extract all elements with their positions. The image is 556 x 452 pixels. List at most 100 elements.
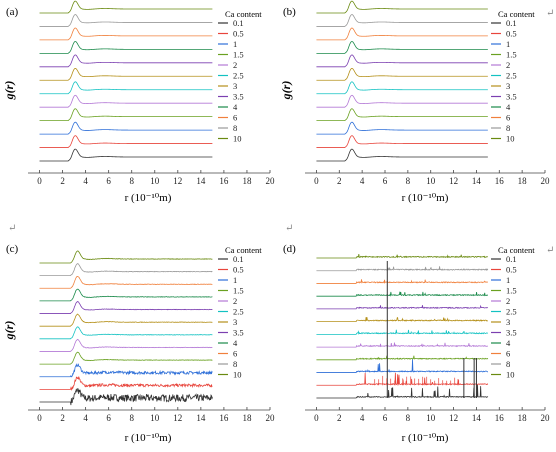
- panel-a-series-6: [39, 27, 213, 41]
- panel-c-series-1.5: [39, 351, 213, 365]
- panel-a-xtick-label-8: 16: [219, 176, 229, 186]
- panel-b-series-4: [316, 41, 488, 54]
- panel-b: (b) g(r) 0 2 4 6 8 10 12 14 16 18 20 Ca content 0.…: [279, 0, 554, 204]
- panel-b-legend-label-2: 2: [506, 60, 510, 70]
- panel-d-series-6: [316, 279, 489, 284]
- panel-a-series-4: [39, 41, 213, 54]
- panel-b-xtick-label-4: 8: [406, 176, 411, 186]
- panel-d-xtick-label-1: 2: [337, 413, 342, 423]
- panel-c-series-2.5: [39, 326, 213, 340]
- panel-c-series-3: [39, 313, 213, 327]
- panel-b-legend-label-3.5: 3.5: [506, 92, 517, 102]
- panel-a-legend-label-2: 2: [233, 60, 237, 70]
- panel-c-legend-label-1.5: 1.5: [233, 286, 244, 296]
- panel-c-legend-label-6: 6: [233, 349, 237, 359]
- panel-a-series-3.5: [39, 54, 213, 68]
- panel-d-series-2: [316, 342, 488, 348]
- panel-d-xtick-label-5: 10: [426, 413, 436, 423]
- panel-a-label: (a): [6, 6, 19, 18]
- panel-d-xtick-label-4: 8: [406, 413, 411, 423]
- panel-b-series-2: [316, 94, 488, 108]
- panel-b-series-2.5: [316, 81, 488, 95]
- panel-c-xtick-label-3: 6: [106, 413, 111, 423]
- panel-b-series-1.5: [316, 108, 488, 122]
- panel-b-series-8: [316, 14, 488, 27]
- panel-b-legend-title: Ca content: [498, 9, 535, 19]
- panel-c-xtick-label-4: 8: [129, 413, 134, 423]
- panel-b-series-10: [316, 0, 488, 14]
- panel-c-series-8: [39, 263, 213, 277]
- return-mark-c: ↵: [8, 223, 16, 234]
- panel-b-xtick-label-8: 16: [495, 176, 505, 186]
- panel-d-xtick-label-2: 4: [360, 413, 365, 423]
- return-mark-b: ↵: [546, 8, 554, 19]
- panel-c-legend-label-0.5: 0.5: [233, 265, 244, 275]
- panel-d-legend-label-10: 10: [506, 370, 515, 380]
- panel-b-legend-label-2.5: 2.5: [506, 71, 517, 81]
- panel-b-xtick-label-9: 18: [518, 176, 528, 186]
- panel-a-xtick-label-0: 0: [37, 176, 42, 186]
- panel-b-xtick-label-7: 14: [472, 176, 482, 186]
- panel-c-xtick-label-0: 0: [37, 413, 42, 423]
- panel-a: (a) g(r) 0 2 4 6 8 10 12 14 16 18 20 Ca content 0.…: [2, 0, 275, 204]
- panel-a-xtick-label-9: 18: [242, 176, 252, 186]
- panel-b-legend-label-10: 10: [506, 134, 515, 144]
- panel-c-series-3.5: [39, 300, 213, 314]
- panel-d-legend-label-0.1: 0.1: [506, 254, 517, 264]
- panel-d-xtick-label-7: 14: [472, 413, 482, 423]
- panel-c-ticks: 0 2 4 6 8 10 12 14 16 18 20: [37, 407, 275, 423]
- panel-a-legend-label-10: 10: [233, 134, 242, 144]
- panel-c-legend-label-4: 4: [233, 338, 238, 348]
- panel-a-legend-label-3.5: 3.5: [233, 92, 244, 102]
- panel-d-series-0.5: [316, 372, 489, 386]
- panel-d-legend-label-8: 8: [506, 359, 510, 369]
- panel-d-xtick-label-3: 6: [383, 413, 388, 423]
- panel-b-xtick-label-10: 20: [541, 176, 551, 186]
- panel-d-xtick-label-10: 20: [541, 413, 551, 423]
- panel-c-xtick-label-9: 18: [242, 413, 252, 423]
- panel-d-legend-label-6: 6: [506, 349, 510, 359]
- panel-b-series-6: [316, 27, 488, 41]
- panel-c-xtick-label-6: 12: [173, 413, 182, 423]
- panel-b-ylabel: g(r): [279, 81, 293, 101]
- panel-d-legend-label-3.5: 3.5: [506, 328, 517, 338]
- panel-d-legend-label-1.5: 1.5: [506, 286, 517, 296]
- panel-b-label: (b): [283, 6, 296, 18]
- panel-a-legend-label-2.5: 2.5: [233, 71, 244, 81]
- panel-a-xlabel: r (10⁻¹⁰m): [125, 192, 172, 204]
- panel-a-legend-label-1: 1: [233, 39, 237, 49]
- panel-a-xtick-label-5: 10: [150, 176, 160, 186]
- panel-b-xtick-label-1: 2: [337, 176, 342, 186]
- panel-b-xtick-label-2: 4: [360, 176, 365, 186]
- panel-d-legend-label-3: 3: [506, 317, 510, 327]
- panel-b-legend-label-0.1: 0.1: [506, 18, 517, 28]
- panel-a-series-0.5: [39, 135, 213, 148]
- panel-a-series-1.5: [39, 108, 213, 122]
- panel-d-xtick-label-8: 16: [495, 413, 505, 423]
- panel-c-xtick-label-2: 4: [83, 413, 88, 423]
- panel-d-legend-label-2: 2: [506, 296, 510, 306]
- panel-c-xtick-label-5: 10: [150, 413, 160, 423]
- panel-a-legend-label-8: 8: [233, 123, 237, 133]
- panel-b-legend-label-4: 4: [506, 102, 511, 112]
- panel-a-xtick-label-2: 4: [83, 176, 88, 186]
- panel-a-series-2.5: [39, 81, 213, 95]
- panel-a-xtick-label-1: 2: [60, 176, 65, 186]
- panel-a-legend-label-3: 3: [233, 81, 237, 91]
- panel-d-series-1.5: [316, 355, 489, 361]
- panel-a-legend-label-4: 4: [233, 102, 238, 112]
- panel-d-series-8: [316, 266, 489, 272]
- panel-b-legend-label-3: 3: [506, 81, 510, 91]
- panel-c-series-2: [39, 338, 213, 352]
- panel-c-series-0.5: [39, 375, 213, 391]
- panel-b-legend-label-1: 1: [506, 39, 510, 49]
- panel-a-series-1: [39, 121, 213, 135]
- panel-c-legend-title: Ca content: [225, 245, 262, 255]
- panel-a-legend-title: Ca content: [225, 9, 262, 19]
- panel-d-curves: [316, 254, 489, 399]
- panel-b-ticks: 0 2 4 6 8 10 12 14 16 18 20: [314, 170, 550, 186]
- panel-c-curves: [39, 250, 213, 406]
- panel-a-xtick-label-6: 12: [173, 176, 182, 186]
